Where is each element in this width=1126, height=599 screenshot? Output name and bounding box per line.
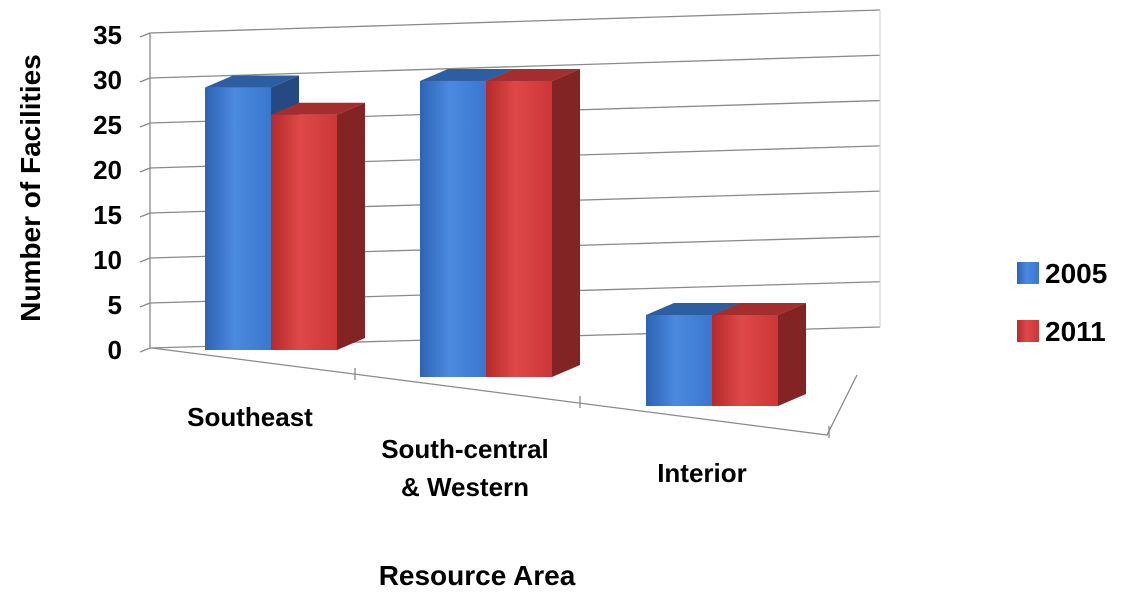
y-axis-title: Number of Facilities	[15, 54, 46, 322]
gridline	[149, 9, 881, 34]
bar-top-2011-1	[486, 68, 580, 81]
bar-top-2005-0	[205, 75, 299, 88]
floor-edge	[151, 347, 858, 436]
x-tick-label: South-central & Western	[381, 434, 549, 502]
legend: 2005 2011	[1017, 258, 1107, 347]
bar-2005-0	[205, 87, 271, 351]
gridline-tick	[139, 212, 151, 218]
y-tick-label: 5	[108, 290, 122, 320]
bar-2011-1	[486, 80, 552, 377]
bar-2005-1	[420, 80, 486, 377]
bar-2011-0	[271, 114, 337, 350]
bar-2011-2	[712, 315, 778, 406]
y-tick-label: 20	[93, 155, 122, 185]
bar-side-2011-2	[778, 303, 806, 406]
gridline-tick	[139, 122, 151, 128]
y-tick-label: 0	[108, 335, 122, 365]
axes	[149, 10, 881, 438]
bar-side-2011-0	[337, 102, 365, 350]
axis-labels: 0 5 10 15 20 25 30 35 Southeast South-central & We…	[15, 20, 747, 591]
y-tick-label: 25	[93, 110, 122, 140]
bar-top-2005-2	[646, 303, 740, 315]
bars	[205, 68, 806, 406]
y-tick-label: 35	[93, 20, 122, 50]
y-tick-label: 15	[93, 200, 122, 230]
bar-top-2011-2	[712, 303, 806, 315]
gridline-tick	[139, 167, 151, 173]
bar-top-2011-0	[271, 102, 365, 115]
legend-label: 2011	[1045, 316, 1106, 347]
bar-2005-2	[646, 315, 712, 406]
legend-swatch	[1017, 262, 1039, 284]
gridline-tick	[139, 257, 151, 263]
bar-side-2011-1	[552, 68, 580, 377]
gridline-tick	[139, 77, 151, 83]
gridline-tick	[139, 32, 151, 38]
x-tick-label: Southeast	[187, 402, 313, 432]
bar-top-2005-1	[420, 68, 514, 81]
legend-swatch	[1017, 320, 1039, 342]
x-tick-label: Interior	[657, 458, 747, 488]
gridline-tick	[139, 302, 151, 308]
gridline-tick	[139, 347, 151, 353]
y-tick-label: 30	[93, 65, 122, 95]
y-tick-label: 10	[93, 245, 122, 275]
legend-label: 2005	[1045, 258, 1107, 289]
x-axis-title: Resource Area	[379, 560, 576, 591]
gridline	[149, 54, 881, 79]
